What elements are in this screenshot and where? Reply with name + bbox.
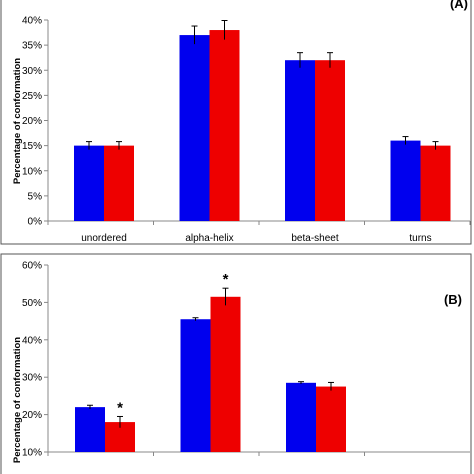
panel-b-bar-s1-c2 [180, 319, 211, 452]
panel-a-bar-s2-c1 [104, 145, 134, 221]
panel-a-category-label: beta-sheet [291, 233, 338, 244]
panel-a-category-label: alpha-helix [185, 233, 233, 244]
panel-a-ylabel: Percentage of conformation [12, 58, 23, 184]
panel-a-bar-s1-c4 [390, 140, 421, 221]
panel-a-ytick-label: 25% [22, 91, 42, 102]
panel-b-label: (B) [444, 292, 462, 307]
panel-a-ytick-label: 40% [22, 16, 42, 27]
panel-a-label: (A) [450, 0, 468, 11]
panel-a-ytick-label: 10% [22, 166, 42, 177]
panel-b-plot: 10% 20% 30% 40% 50% 60% * * [22, 261, 470, 459]
panel-a-category-label: unordered [81, 233, 127, 244]
panel-a-plot: 0% 5% 10% 15% 20% 25% 30% 35% 40% unordered alpha-… [22, 16, 471, 244]
panel-a-ytick-label: 35% [22, 41, 42, 52]
panel-b-ytick-label: 50% [22, 298, 42, 309]
panel-b: (B) Percentage of conformation 10% 20% 30%… [0, 253, 472, 474]
panel-b-significance-star: * [223, 271, 229, 288]
panel-b-ytick-label: 30% [22, 373, 42, 384]
panel-a-frame [0, 0, 472, 245]
panel-b-bar-s2-c3 [316, 386, 346, 452]
panel-a-ytick-label: 15% [22, 141, 42, 152]
panel-a-bar-s1-c3 [285, 60, 315, 222]
panel-a-bar-s2-c4 [420, 145, 451, 221]
panel-b-bar-s1-c1 [75, 407, 105, 452]
panel-b-ylabel: Percentage of conformation [12, 337, 23, 463]
panel-a-ytick-label: 20% [22, 116, 42, 127]
panel-a-bar-s1-c2 [179, 35, 210, 222]
panel-a: (A) Percentage of conformation 0% 5% 10% 15… [0, 0, 472, 245]
panel-b-ytick-label: 40% [22, 335, 42, 346]
panel-a-ytick-label: 5% [28, 191, 43, 202]
panel-a-ytick-label: 0% [28, 217, 43, 228]
panel-a-bar-s2-c2 [209, 30, 240, 221]
panel-a-category-label: turns [409, 233, 431, 244]
panel-b-bar-s2-c2 [210, 296, 241, 452]
panel-b-ytick-label: 10% [22, 448, 42, 459]
panel-b-ytick-label: 20% [22, 410, 42, 421]
panel-a-ytick-label: 30% [22, 66, 42, 77]
panel-a-bar-s1-c1 [74, 145, 104, 221]
panel-b-ytick-label: 60% [22, 261, 42, 272]
panel-b-significance-star: * [117, 399, 123, 416]
panel-b-bar-s1-c3 [286, 382, 316, 452]
panel-b-frame [0, 253, 472, 474]
panel-a-bar-s2-c3 [315, 60, 345, 222]
